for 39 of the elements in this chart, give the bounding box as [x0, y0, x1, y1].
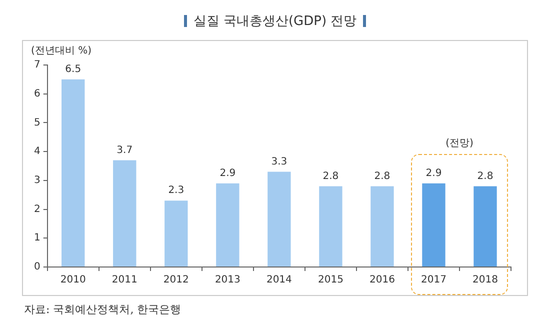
y-tick-label: 4 — [34, 146, 40, 158]
data-label: 3.3 — [271, 156, 288, 168]
bar — [319, 186, 342, 266]
x-tick-label: 2012 — [163, 274, 189, 286]
y-tick-label: 1 — [34, 232, 40, 244]
x-tick-label: 2018 — [472, 274, 498, 286]
data-label: 2.8 — [477, 170, 494, 182]
data-label: 3.7 — [116, 144, 133, 156]
data-label: 6.5 — [65, 64, 82, 76]
data-label: 2.8 — [322, 170, 339, 182]
x-tick-label: 2016 — [369, 274, 395, 286]
y-axis-title: (전년대비 %) — [31, 46, 92, 57]
bar — [370, 186, 394, 266]
bar — [268, 172, 291, 266]
bar — [113, 160, 136, 266]
bar — [474, 186, 497, 266]
data-label: 2.8 — [374, 170, 390, 182]
y-tick-label: 6 — [34, 88, 40, 100]
y-tick-label: 3 — [34, 175, 40, 186]
y-tick-label: 7 — [34, 60, 40, 71]
data-label: 2.9 — [220, 168, 236, 179]
x-tick-label: 2014 — [266, 274, 292, 286]
x-tick-label: 2010 — [60, 274, 86, 286]
data-label: 2.9 — [426, 168, 442, 179]
bar — [422, 183, 446, 266]
x-tick-label: 2017 — [421, 274, 446, 286]
x-tick-label: 2013 — [214, 274, 240, 286]
text: 자료: 국회예산정책처, 한국은행 — [24, 302, 182, 317]
y-tick-label: 2 — [34, 204, 40, 215]
x-tick-label: 2015 — [318, 274, 344, 286]
data-label: 2.3 — [168, 185, 184, 196]
x-tick-label: 2011 — [112, 274, 138, 286]
bar — [164, 200, 188, 266]
annotation: (전망) — [444, 137, 474, 150]
bar — [62, 79, 85, 266]
y-tick-label: 0 — [34, 262, 40, 273]
chart-title: 실질 국내총생산(GDP) 전망 — [193, 13, 357, 30]
bar — [216, 183, 240, 266]
y-tick-label: 5 — [34, 117, 40, 128]
